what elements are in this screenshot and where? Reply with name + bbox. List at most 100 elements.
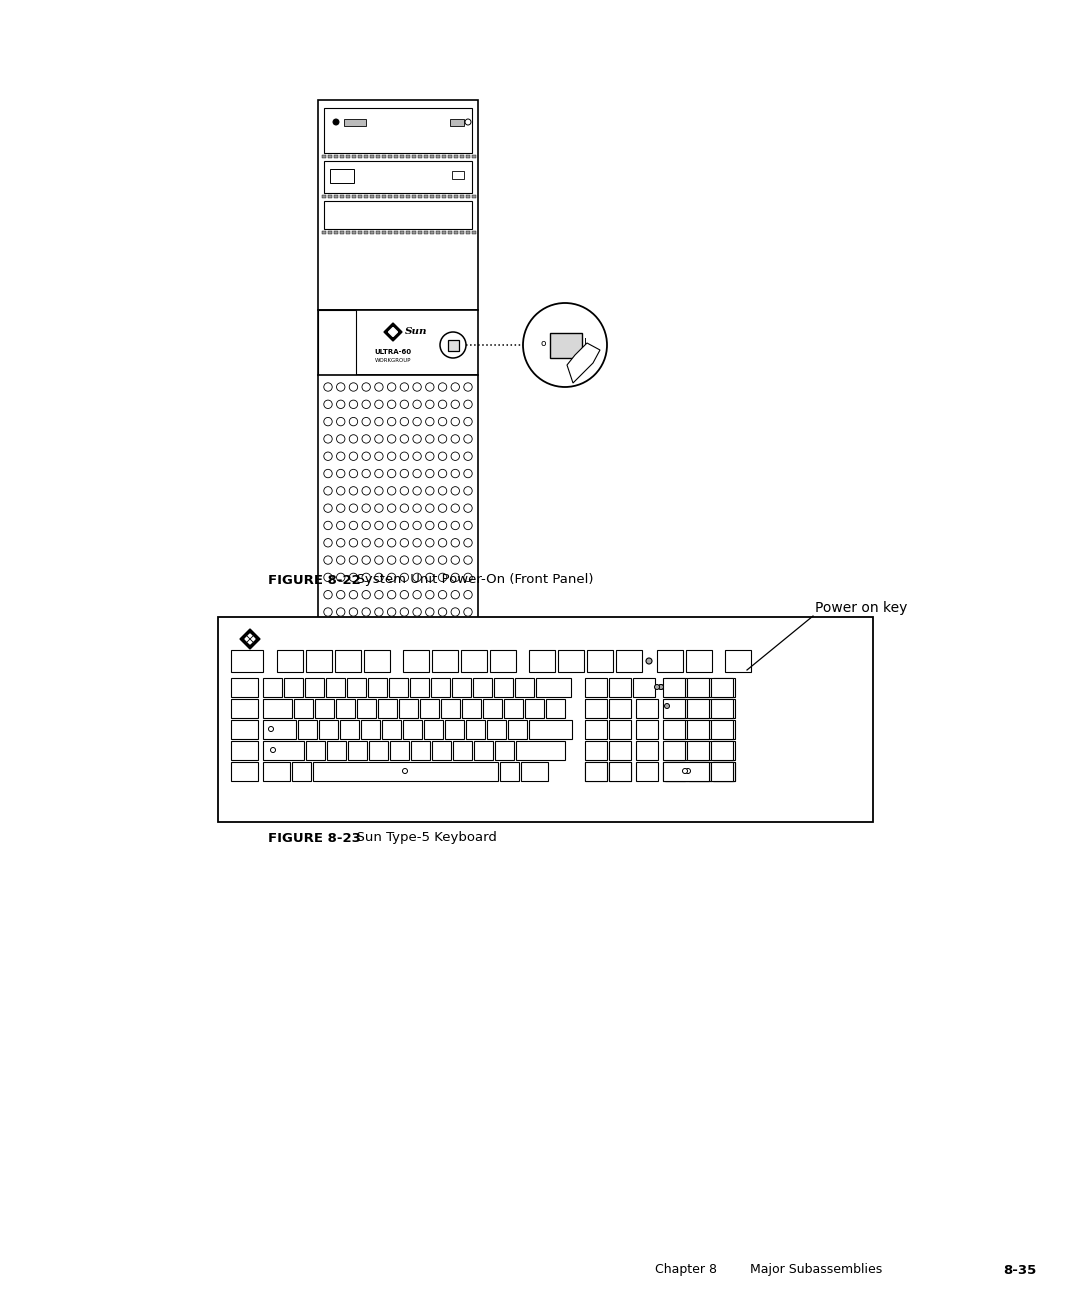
Bar [340, 721, 359, 739]
Bar [483, 699, 502, 718]
Circle shape [463, 539, 472, 547]
Circle shape [324, 417, 333, 426]
Circle shape [438, 417, 447, 426]
Bar [410, 678, 429, 697]
Bar [298, 721, 318, 739]
Bar [472, 231, 476, 235]
Circle shape [438, 608, 447, 616]
Circle shape [349, 452, 357, 460]
Bar [448, 231, 453, 235]
Bar [465, 231, 470, 235]
Bar [689, 762, 711, 781]
Bar [324, 161, 472, 193]
Circle shape [463, 521, 472, 530]
Circle shape [362, 504, 370, 512]
Bar [327, 741, 346, 759]
Circle shape [388, 469, 396, 478]
Bar [231, 741, 258, 759]
Circle shape [413, 608, 421, 616]
Circle shape [646, 658, 652, 664]
Bar [460, 194, 464, 198]
Circle shape [438, 400, 447, 408]
Bar [328, 231, 332, 235]
Bar [382, 721, 401, 739]
Bar [357, 194, 362, 198]
Bar [334, 231, 338, 235]
Bar [315, 699, 334, 718]
Circle shape [451, 382, 459, 391]
Circle shape [337, 469, 345, 478]
Bar [663, 699, 685, 718]
Circle shape [413, 591, 421, 599]
Bar [550, 333, 582, 358]
Bar [465, 721, 485, 739]
Bar [330, 168, 354, 183]
Bar [585, 678, 607, 697]
Circle shape [375, 400, 383, 408]
Circle shape [375, 521, 383, 530]
Circle shape [401, 539, 408, 547]
Circle shape [337, 452, 345, 460]
Bar [529, 721, 572, 739]
Bar [382, 194, 386, 198]
Text: System Unit Power-On (Front Panel): System Unit Power-On (Front Panel) [348, 574, 594, 587]
Circle shape [388, 573, 396, 582]
Circle shape [337, 608, 345, 616]
Circle shape [401, 521, 408, 530]
Circle shape [426, 469, 434, 478]
Bar [361, 721, 380, 739]
Bar [687, 678, 708, 697]
Circle shape [463, 452, 472, 460]
Bar [400, 231, 404, 235]
Circle shape [337, 521, 345, 530]
Bar [474, 741, 492, 759]
Bar [294, 699, 313, 718]
Bar [657, 651, 683, 673]
Bar [490, 651, 516, 673]
Circle shape [413, 556, 421, 564]
Circle shape [401, 556, 408, 564]
Bar [711, 741, 733, 759]
Circle shape [324, 573, 333, 582]
Bar [713, 762, 735, 781]
Bar [462, 699, 481, 718]
Circle shape [337, 434, 345, 443]
Circle shape [451, 591, 459, 599]
Circle shape [388, 486, 396, 495]
Bar [504, 699, 523, 718]
Text: Power on key: Power on key [815, 601, 907, 616]
Bar [436, 194, 440, 198]
Bar [687, 741, 708, 759]
Bar [218, 617, 873, 822]
Bar [328, 194, 332, 198]
Circle shape [388, 539, 396, 547]
Circle shape [324, 521, 333, 530]
Circle shape [463, 469, 472, 478]
Bar [369, 741, 388, 759]
Bar [394, 156, 399, 158]
Circle shape [362, 469, 370, 478]
Polygon shape [389, 328, 397, 337]
Circle shape [523, 303, 607, 388]
Bar [276, 651, 303, 673]
Circle shape [349, 591, 357, 599]
Bar [376, 194, 380, 198]
Bar [636, 699, 658, 718]
Bar [231, 651, 264, 673]
Bar [357, 231, 362, 235]
Bar [454, 156, 458, 158]
Bar [411, 156, 416, 158]
Circle shape [375, 608, 383, 616]
Bar [388, 231, 392, 235]
Bar [711, 762, 733, 781]
Circle shape [463, 504, 472, 512]
Circle shape [337, 400, 345, 408]
Bar [335, 651, 361, 673]
Bar [448, 340, 459, 351]
Bar [665, 762, 687, 781]
Circle shape [375, 382, 383, 391]
Circle shape [349, 573, 357, 582]
Text: o: o [540, 338, 545, 347]
Text: ULTRA-60: ULTRA-60 [375, 349, 411, 355]
Circle shape [451, 504, 459, 512]
